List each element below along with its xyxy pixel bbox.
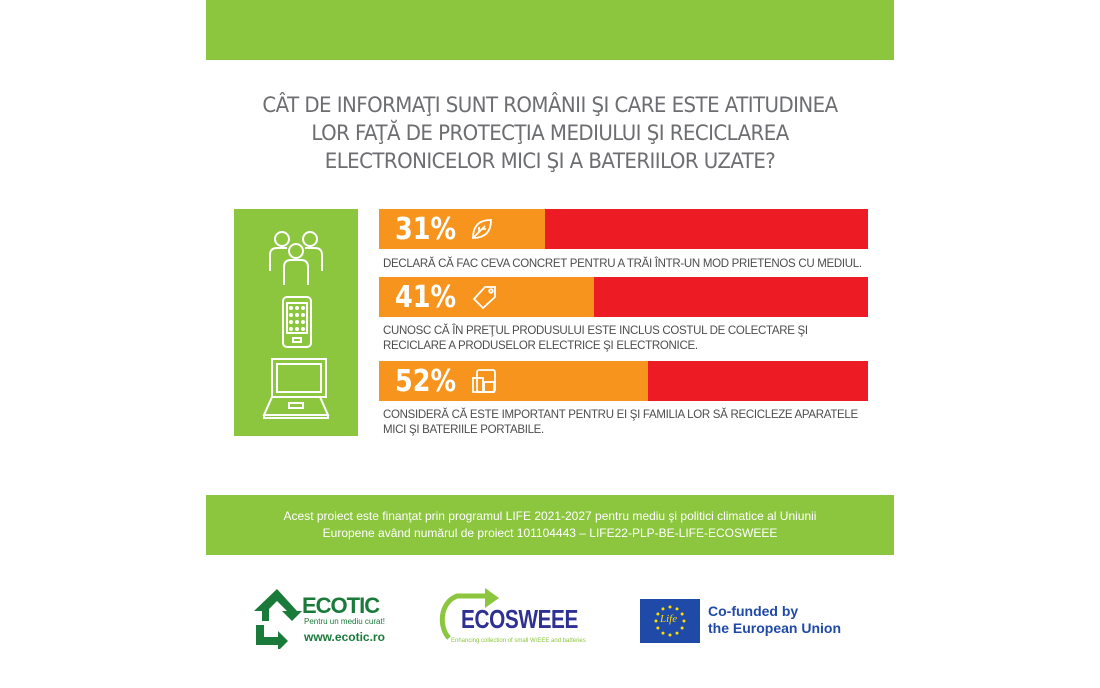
eu-star (682, 619, 686, 623)
funding-banner: Acest proiect este finanţat prin program… (206, 495, 894, 555)
ecotic-name: ECOTIC (302, 593, 380, 618)
eu-star (656, 626, 660, 630)
price-tag-icon (472, 286, 496, 310)
eu-star (680, 612, 684, 616)
stat-bar-fill (379, 361, 648, 401)
stat-bar-fill (379, 277, 595, 317)
smartphone-icon (282, 296, 312, 348)
top-banner (206, 0, 894, 60)
stat-percentage: 41% (395, 280, 457, 315)
page-title: CÂT DE INFORMAŢI SUNT ROMÂNII ŞI CARE ES… (234, 92, 867, 176)
ecosweee-logo: ECOSWEEE Enhancing collection of small W… (437, 588, 597, 650)
people-icon (269, 231, 323, 285)
stat-bar: 41% (379, 277, 868, 317)
recycle-house-icon (254, 589, 302, 649)
eu-star (668, 605, 672, 609)
title-line: LOR FAŢĂ DE PROTECŢIA MEDIULUI ŞI RECICL… (311, 121, 789, 146)
stat-bar: 31% (379, 209, 868, 249)
eu-star (654, 619, 658, 623)
ecotic-url[interactable]: www.ecotic.ro (304, 630, 385, 644)
title-line: CÂT DE INFORMAŢI SUNT ROMÂNII ŞI CARE ES… (262, 93, 838, 118)
stat-description: CONSIDERĂ CĂ ESTE IMPORTANT PENTRU EI ŞI… (383, 409, 858, 436)
eu-star (675, 631, 679, 635)
ecotic-tagline: Pentru un mediu curat! (304, 617, 385, 626)
eu-line: the European Union (708, 620, 841, 636)
eu-star (661, 607, 665, 611)
eu-star (675, 607, 679, 611)
eu-star (661, 631, 665, 635)
stat-percentage: 52% (395, 364, 457, 399)
laptop-icon (262, 358, 330, 419)
stat-description: DECLARĂ CĂ FAC CEVA CONCRET PENTRU A TRĂ… (383, 258, 862, 270)
eu-line: Co-funded by (708, 603, 799, 619)
stat-percentage: 31% (395, 212, 457, 247)
eu-star (668, 633, 672, 637)
stat-bar-fill (379, 209, 546, 249)
icon-panel (234, 209, 358, 436)
life-text: Life (660, 613, 678, 625)
chain-arrow-icon (439, 588, 499, 640)
stat-bar: 52% (379, 361, 868, 401)
funding-line: Europene având numărul de proiect 101104… (322, 526, 778, 540)
funding-line: Acest proiect este finanţat prin program… (283, 509, 817, 523)
eu-star (656, 612, 660, 616)
stat-description: CUNOSC CĂ ÎN PREŢUL PRODUSULUI ESTE INCL… (383, 325, 808, 352)
ecosweee-tagline: Enhancing collection of small W/EEE and … (451, 638, 586, 644)
ecotic-logo: ECOTIC Pentru un mediu curat! www.ecotic… (252, 587, 397, 649)
title-line: ELECTRONICELOR MICI ŞI A BATERIILOR UZAT… (324, 149, 776, 174)
eu-star (680, 626, 684, 630)
leaf-icon (472, 219, 492, 239)
devices-icon (472, 369, 496, 393)
ecosweee-name: ECOSWEEE (461, 604, 578, 634)
eu-cofunded-logo: Life Co-funded by the European Union (640, 599, 860, 643)
eu-flag-icon: Life (640, 599, 700, 643)
